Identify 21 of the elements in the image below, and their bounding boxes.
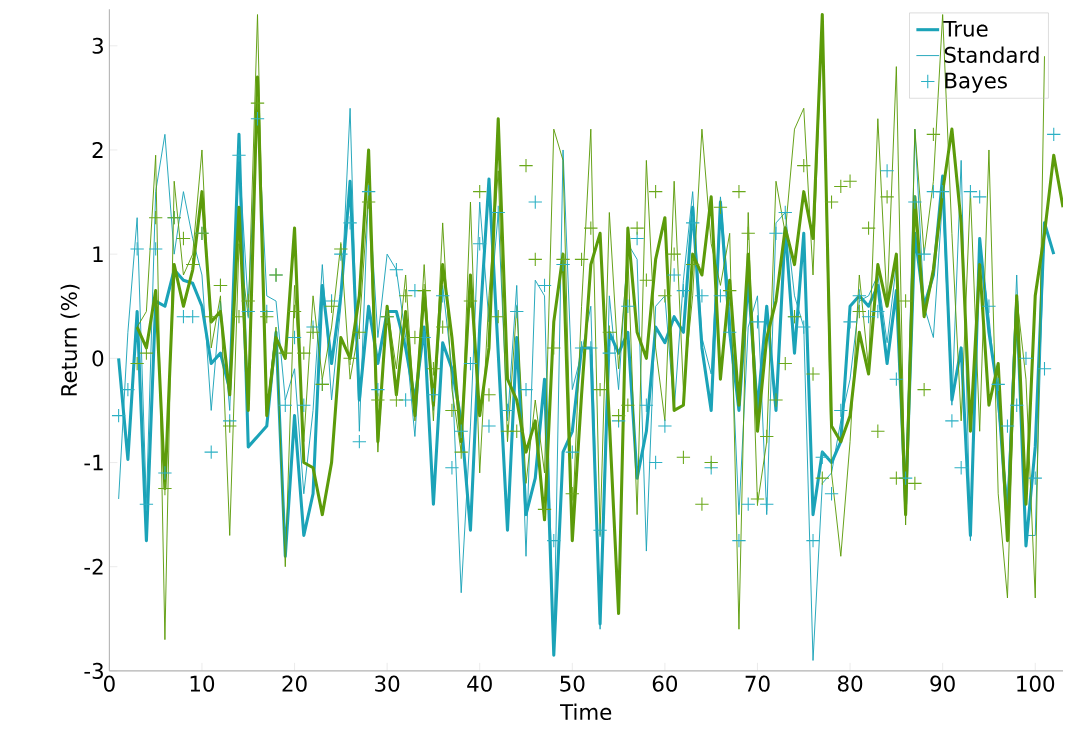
- x-tick-label: 10: [190, 675, 215, 692]
- x-tick-label: 70: [745, 675, 770, 692]
- y-tick-label: -1: [84, 454, 103, 471]
- x-tick-label: 40: [467, 675, 492, 692]
- x-tick-label: 30: [375, 675, 400, 692]
- x-tick-label: 90: [930, 675, 955, 692]
- y-axis-title: Return (%): [60, 284, 80, 396]
- x-axis-title: Time: [560, 703, 612, 721]
- x-tick-label: 60: [652, 675, 678, 692]
- legend-label: True: [943, 20, 988, 37]
- x-tick-label: 0: [103, 675, 115, 692]
- y-tick-label: 3: [92, 37, 103, 54]
- x-tick-label: 20: [282, 675, 307, 692]
- y-tick-label: 1: [93, 246, 103, 262]
- y-tick-label: -2: [84, 558, 103, 575]
- y-tick-label: 0: [92, 350, 104, 367]
- x-tick-label: 50: [560, 675, 585, 692]
- x-tick-label: 100: [1017, 675, 1055, 692]
- y-tick-label: 2: [92, 142, 103, 158]
- y-tick-label: -3: [84, 662, 103, 679]
- x-tick-label: 80: [837, 675, 863, 692]
